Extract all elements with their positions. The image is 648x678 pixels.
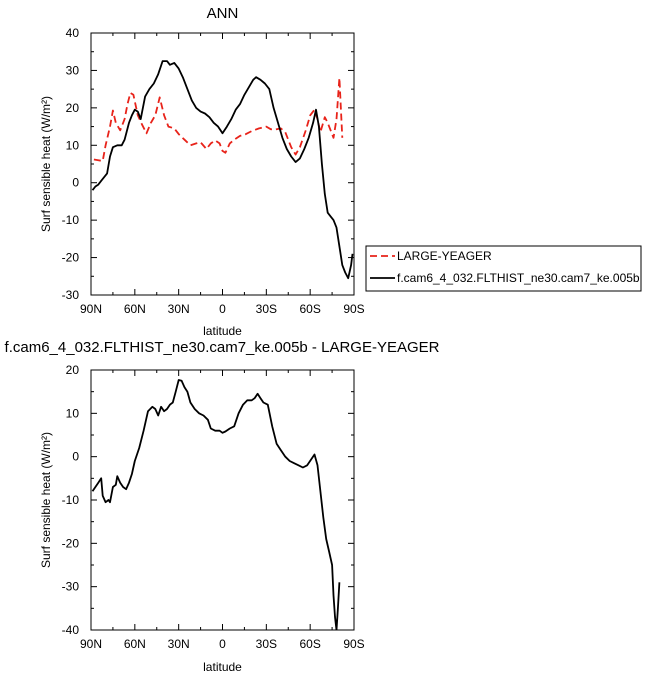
chart-title: ANN [207, 5, 239, 22]
series-line-1 [91, 60, 354, 280]
x-tick-label: 0 [219, 302, 226, 316]
y-tick-label: -20 [62, 251, 80, 265]
plot-frame [90, 369, 355, 631]
plot-frame [90, 32, 355, 296]
legend: LARGE-YEAGER f.cam6_4_032.FLTHIST_ne30.ca… [365, 245, 642, 292]
x-tick-label: 30S [256, 637, 277, 651]
x-tick-label: 60N [124, 637, 146, 651]
y-axis-label: Surf sensible heat (W/m²) [39, 96, 53, 232]
x-tick-label: 60N [124, 302, 146, 316]
x-tick-label: 30S [256, 302, 277, 316]
y-tick-label: 10 [66, 138, 80, 152]
series-line-0 [93, 77, 344, 162]
y-tick-label: 20 [66, 363, 80, 377]
y-axis-label: Surf sensible heat (W/m²) [39, 432, 53, 568]
x-tick-label: 30N [168, 637, 190, 651]
y-tick-label: -30 [62, 288, 80, 302]
series-line-0 [91, 379, 341, 630]
x-tick-label: 90N [80, 637, 102, 651]
x-tick-label: 60S [299, 637, 320, 651]
y-tick-label: -30 [62, 580, 80, 594]
y-tick-label: 0 [72, 450, 79, 464]
legend-label-1: f.cam6_4_032.FLTHIST_ne30.cam7_ke.005b [397, 271, 640, 285]
y-tick-label: 30 [66, 63, 80, 77]
top-panel: ANN latitude Surf sensible heat (W/m²) 90N 6… [39, 5, 365, 338]
y-tick-label: 0 [72, 176, 79, 190]
y-tick-label: 20 [66, 101, 80, 115]
y-tick-label: 10 [66, 406, 80, 420]
x-tick-label: 90N [80, 302, 102, 316]
x-axis-label: latitude [203, 660, 242, 674]
chart-title: f.cam6_4_032.FLTHIST_ne30.cam7_ke.005b -… [5, 339, 440, 356]
bottom-panel: f.cam6_4_032.FLTHIST_ne30.cam7_ke.005b -… [5, 339, 440, 674]
x-tick-label: 90S [343, 302, 364, 316]
x-tick-label: 30N [168, 302, 190, 316]
y-tick-label: -40 [62, 623, 80, 637]
x-tick-label: 60S [299, 302, 320, 316]
y-tick-label: -10 [62, 213, 80, 227]
x-axis-label: latitude [203, 324, 242, 338]
y-tick-label: 40 [66, 26, 80, 40]
x-tick-label: 90S [343, 637, 364, 651]
y-tick-label: -20 [62, 536, 80, 550]
x-tick-label: 0 [219, 637, 226, 651]
y-tick-label: -10 [62, 493, 80, 507]
legend-label-0: LARGE-YEAGER [397, 249, 492, 263]
legend-box [365, 245, 642, 292]
